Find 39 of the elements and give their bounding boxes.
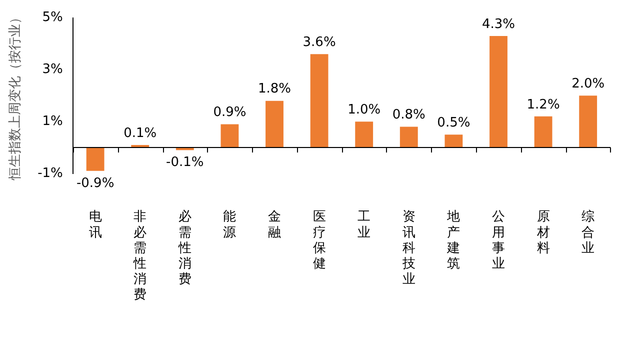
- bar: [220, 124, 239, 148]
- y-tick-label: 5%: [42, 10, 63, 26]
- x-tick-label: 医疗保健: [312, 210, 326, 272]
- bar: [355, 122, 374, 148]
- data-label: -0.1%: [166, 155, 204, 170]
- bar: [490, 36, 508, 148]
- data-label: 0.8%: [392, 108, 426, 123]
- x-tick-label: 原材料: [536, 210, 550, 256]
- data-label: 2.0%: [572, 76, 605, 92]
- data-label: 1.8%: [258, 82, 292, 97]
- x-tick-label: 资讯科技业: [401, 210, 416, 288]
- data-label: 0.1%: [124, 126, 157, 141]
- x-tick-label: 非必需性消费: [132, 210, 147, 303]
- x-tick-label: 金融: [268, 210, 281, 240]
- x-tick-label: 公用事业: [492, 210, 505, 272]
- data-label: 1.0%: [348, 102, 381, 118]
- data-label: 0.9%: [213, 105, 246, 120]
- data-label: 0.5%: [437, 115, 470, 130]
- x-tick-label: 地产建筑: [446, 210, 460, 272]
- y-tick-label: 3%: [42, 62, 63, 78]
- x-tick-label: 电讯: [88, 210, 102, 240]
- bar: [444, 134, 463, 148]
- data-label: 4.3%: [482, 16, 516, 32]
- data-label: 3.6%: [302, 35, 336, 50]
- data-label: -0.9%: [76, 176, 114, 191]
- data-label: 1.2%: [526, 97, 560, 112]
- y-tick-label: -1%: [38, 166, 63, 181]
- x-tick-label: 综合业: [582, 210, 595, 256]
- x-tick-label: 能源: [223, 210, 236, 240]
- bar: [310, 54, 328, 148]
- bar: [400, 126, 418, 148]
- bar: [86, 148, 104, 171]
- bar: [266, 100, 284, 148]
- x-tick-label: 工业: [358, 210, 371, 240]
- y-axis-title: 恒生指数上周变化（按行业）: [8, 11, 24, 182]
- x-tick-label: 必需性消费: [177, 210, 192, 288]
- y-tick-label: 1%: [42, 114, 63, 129]
- bar: [579, 96, 598, 148]
- bar: [534, 116, 552, 148]
